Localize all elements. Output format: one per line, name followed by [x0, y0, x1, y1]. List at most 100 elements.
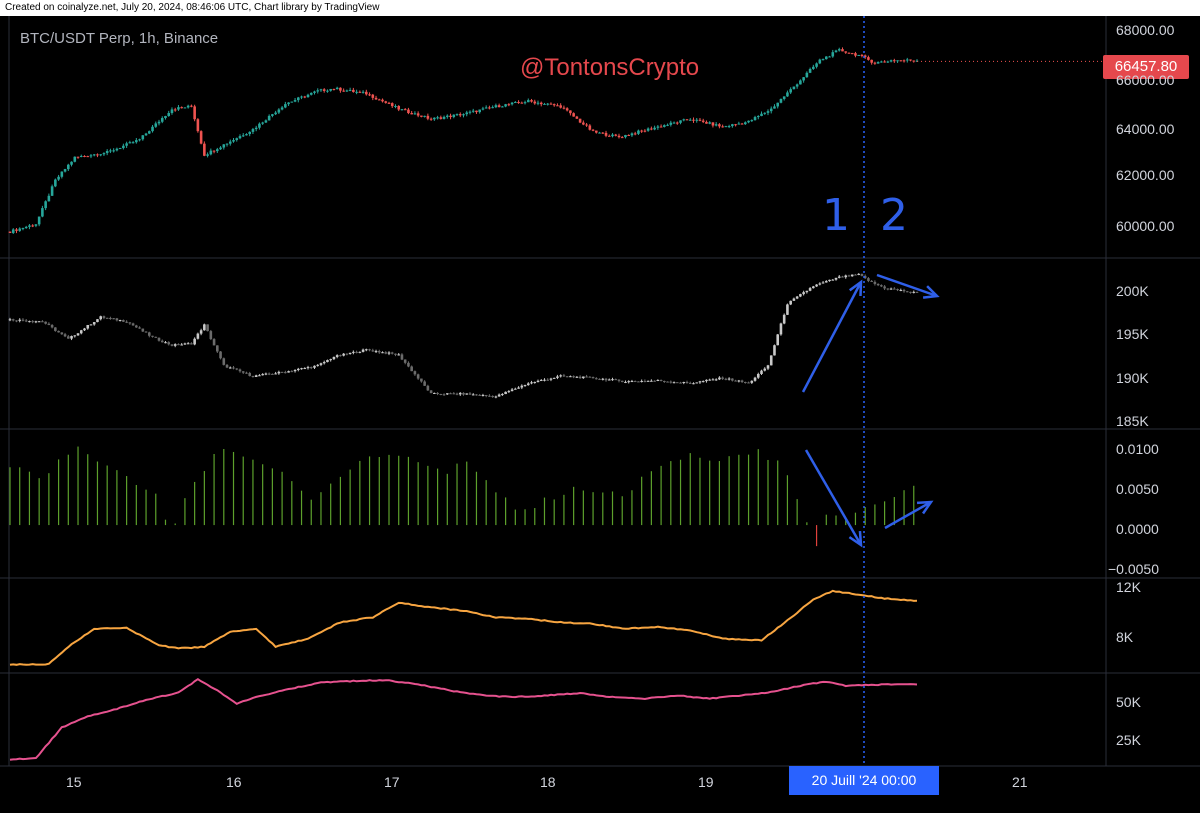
price-candle [115, 148, 119, 151]
oi-candle [170, 344, 174, 346]
price-candle [167, 113, 171, 117]
price-candle [277, 109, 281, 113]
price-candle [627, 134, 631, 136]
oi-candle [138, 327, 141, 329]
price-candle [300, 96, 303, 98]
oi-candle [517, 387, 520, 389]
price-candle [850, 53, 854, 55]
price-candle [675, 122, 679, 124]
price-candle [63, 169, 67, 172]
oi-candle [319, 363, 323, 365]
price-candle [795, 84, 799, 87]
chart-canvas[interactable] [0, 16, 1200, 813]
x-tick-19: 19 [698, 774, 714, 790]
price-candle [546, 103, 550, 105]
oi-candle [828, 279, 831, 282]
oi-candle [407, 362, 410, 367]
oi-candle [73, 335, 77, 337]
price-candle [769, 108, 773, 112]
price-candle [756, 116, 760, 118]
price-candle [692, 119, 695, 121]
oi-candle [37, 321, 41, 323]
price-candle [164, 116, 167, 119]
oi-candle [206, 324, 209, 332]
oi-candle [663, 380, 666, 382]
price-candle [595, 130, 598, 133]
price-candle [510, 102, 514, 105]
price-candle [79, 155, 83, 157]
price-candle [303, 96, 307, 98]
oi-candle [199, 330, 203, 334]
oi-candle [329, 359, 332, 361]
symbol-title: BTC/USDT Perp, 1h, Binance [20, 30, 219, 47]
oi-candle [880, 285, 883, 287]
oi-candle [287, 371, 290, 373]
price-candle [322, 89, 326, 91]
price-candle [724, 126, 728, 128]
oi-candle [876, 283, 880, 286]
oi-candle [744, 382, 747, 384]
price-candle [296, 97, 300, 101]
price-candle [67, 164, 70, 170]
funding-tick-neg-0.0050: −0.0050 [1108, 561, 1159, 577]
price-candle [773, 106, 776, 109]
price-candle [740, 123, 744, 125]
price-candle [727, 126, 731, 128]
oi-candle [251, 375, 255, 377]
oi-candle [413, 371, 417, 375]
oi-candle [627, 381, 631, 383]
price-candle [76, 156, 80, 158]
x-tick-16: 16 [226, 774, 242, 790]
price-candle [721, 126, 724, 128]
annotation-arrow-funding-up [884, 500, 932, 530]
price-candle [708, 122, 711, 124]
price-candle [177, 107, 180, 110]
price-candle [854, 53, 857, 56]
oi-candle [812, 286, 815, 289]
oi-candle [494, 396, 498, 398]
price-candle [902, 60, 906, 62]
price-candle [812, 66, 815, 69]
price-candle [669, 122, 673, 125]
price-candle [73, 156, 77, 162]
oi-candle [805, 290, 809, 293]
price-candle [410, 113, 413, 115]
oi-candle [92, 322, 96, 325]
oi-candle [896, 289, 899, 291]
price-candle [41, 208, 44, 217]
oi-candle [821, 282, 825, 284]
price-candle [151, 126, 154, 132]
oi-candle [569, 376, 572, 378]
price-candle [245, 134, 248, 136]
oi-candle [873, 281, 877, 284]
price-candle [617, 135, 621, 138]
oi-candle [643, 380, 647, 382]
oi-candle [180, 344, 183, 346]
oi-candle [394, 353, 397, 355]
price-candle [501, 106, 504, 108]
price-candle [222, 144, 226, 148]
price-candle [413, 113, 417, 115]
oi-candle [254, 375, 258, 377]
oi-candle [604, 378, 608, 381]
oi-candle [209, 331, 213, 340]
oi-candle [484, 394, 488, 396]
oi-candle [672, 382, 676, 384]
oi-candle [446, 393, 449, 395]
oi-candle [902, 289, 906, 292]
oi-candle [293, 370, 297, 372]
price-candle [533, 101, 537, 104]
price-candle [893, 60, 896, 62]
price-candle [494, 105, 498, 108]
price-candle [633, 133, 637, 135]
price-candle [54, 179, 57, 187]
price-candle [377, 99, 381, 101]
price-candle [585, 124, 588, 126]
oi-candle [867, 278, 870, 281]
oi-candle [449, 393, 452, 395]
price-candle [112, 150, 115, 152]
oi-candle [718, 377, 721, 380]
oi-candle [309, 367, 313, 369]
oi-candle [86, 325, 90, 329]
oi-candle [296, 368, 300, 371]
